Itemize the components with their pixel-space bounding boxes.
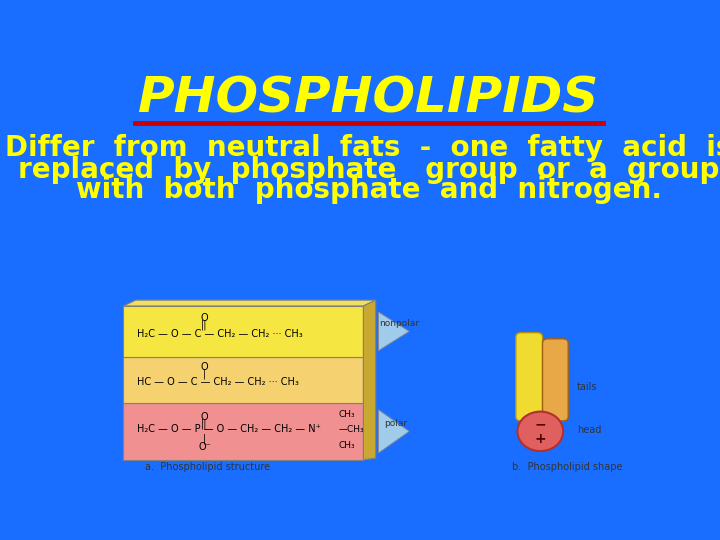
Text: |: | [203,369,206,379]
Text: H₂C — O — P — O — CH₂ — CH₂ — N⁺: H₂C — O — P — O — CH₂ — CH₂ — N⁺ [138,424,321,435]
FancyBboxPatch shape [543,339,568,421]
FancyBboxPatch shape [516,333,543,421]
Text: CH₃: CH₃ [338,410,355,418]
Text: b.  Phospholipid shape: b. Phospholipid shape [512,462,622,472]
Text: nonpolar: nonpolar [379,319,420,328]
Text: +: + [534,432,546,446]
Polygon shape [379,312,409,350]
Bar [124,306,364,357]
Text: polar: polar [384,420,408,428]
Bar [124,403,364,460]
Text: replaced  by  phosphate   group  or  a  group: replaced by phosphate group or a group [18,156,720,184]
Text: |: | [203,434,206,444]
Text: ||: || [201,320,207,330]
Ellipse shape [518,411,563,451]
Text: O⁻: O⁻ [198,442,211,451]
Bar [124,357,364,403]
Text: O: O [201,412,208,422]
Text: H₂C — O — C — CH₂ — CH₂ ··· CH₃: H₂C — O — C — CH₂ — CH₂ ··· CH₃ [138,329,303,340]
Polygon shape [364,300,376,460]
Text: HC — O — C — CH₂ — CH₂ ··· CH₃: HC — O — C — CH₂ — CH₂ ··· CH₃ [138,377,300,387]
Text: head: head [577,426,601,435]
Polygon shape [124,300,376,306]
Text: ||: || [201,419,207,429]
Polygon shape [379,410,409,453]
Text: Differ  from  neutral  fats  -  one  fatty  acid  is: Differ from neutral fats - one fatty aci… [5,134,720,162]
Text: PHOSPHOLIPIDS: PHOSPHOLIPIDS [138,74,600,122]
Text: O: O [201,313,208,323]
Text: tails: tails [577,382,598,392]
Text: a.  Phospholipid structure: a. Phospholipid structure [145,462,270,472]
Text: CH₃: CH₃ [338,441,355,450]
Text: —CH₃: —CH₃ [338,426,364,435]
Text: with  both  phosphate  and  nitrogen.: with both phosphate and nitrogen. [76,177,662,204]
Text: O: O [201,362,208,372]
Text: −: − [534,418,546,431]
